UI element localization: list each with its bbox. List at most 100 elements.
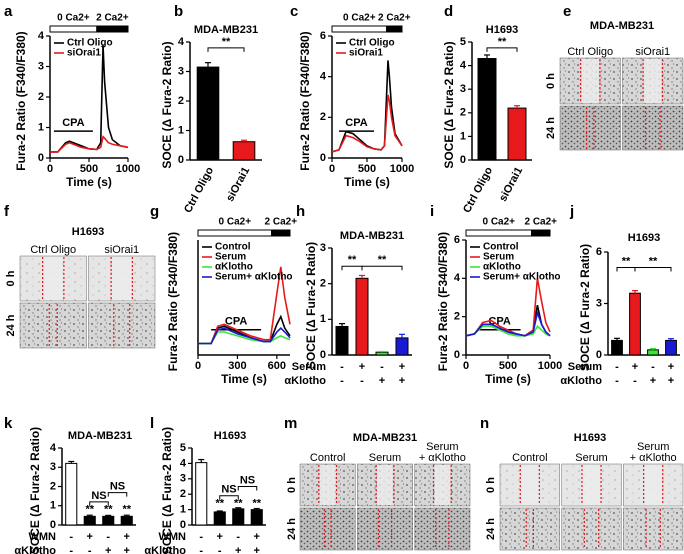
bar — [647, 349, 659, 356]
condition-sign: + — [668, 375, 674, 387]
panel-letter: c — [290, 3, 298, 20]
condition-sign: + — [235, 545, 241, 554]
legend-label: siOrai1 — [349, 48, 383, 59]
panel-letter: f — [4, 203, 10, 220]
panel-letter: e — [563, 3, 571, 20]
panel-letter: a — [4, 3, 13, 20]
x-tick-label: Ctrl Oligo — [461, 165, 495, 215]
wound-gap — [319, 465, 336, 505]
condition-sign: - — [218, 545, 222, 554]
y-tick-label: 3 — [320, 242, 326, 254]
bar — [83, 515, 96, 526]
condition-label: Serum — [568, 361, 602, 373]
micrograph — [19, 302, 87, 349]
significance-label: ** — [348, 254, 357, 266]
column-label: Serum — [575, 452, 607, 464]
wound-gap — [582, 465, 601, 505]
significance-bracket — [107, 492, 128, 497]
micrograph — [299, 507, 356, 551]
condition-sign: + — [379, 375, 385, 387]
condition-sign: - — [615, 375, 619, 387]
panel-letter: h — [296, 203, 305, 220]
column-label: + αKlotho — [630, 452, 677, 464]
significance-label: NS — [221, 484, 236, 496]
bar — [250, 509, 263, 526]
panel-letter: b — [174, 3, 183, 20]
y-tick-label: 1 — [50, 500, 56, 512]
significance-bracket — [237, 486, 258, 491]
y-axis-title: SOCE (Δ Fura-2 Ratio) — [304, 242, 318, 369]
y-tick-label: 2 — [180, 488, 186, 500]
panel-title: H1693 — [628, 232, 660, 244]
series-line — [198, 327, 291, 345]
bar — [375, 351, 389, 356]
bar — [611, 339, 623, 356]
series-line — [331, 60, 403, 153]
significance-label: ** — [222, 36, 231, 48]
condition-label: αKlotho — [14, 545, 56, 554]
phase-bar — [197, 229, 273, 237]
panel-letter: j — [569, 203, 574, 220]
panel-letter: d — [444, 3, 453, 20]
bar — [120, 515, 133, 526]
series-line — [198, 266, 291, 345]
phase-bar — [386, 25, 403, 33]
y-tick-label: 0 — [180, 519, 186, 531]
condition-sign: + — [87, 531, 93, 543]
row-label: 24 h — [286, 518, 298, 540]
y-tick-label: 2 — [454, 311, 460, 323]
y-axis-title: Fura-2 Ratio (F340/F380) — [436, 232, 450, 371]
phase-bar — [331, 25, 388, 33]
significance-bracket — [341, 265, 363, 271]
significance-bracket — [219, 495, 239, 500]
significance-label: NS — [91, 490, 106, 502]
row-label: 24 h — [545, 117, 557, 139]
y-tick-label: 4 — [460, 60, 467, 72]
legend-label: Serum — [483, 252, 514, 263]
x-tick-label: 500 — [499, 360, 517, 372]
y-tick-label: 0 — [50, 519, 56, 531]
phase-label: 2 Ca2+ — [524, 217, 557, 228]
micrograph — [499, 507, 560, 551]
x-tick-label: 600 — [268, 360, 286, 372]
y-tick-label: 0 — [460, 154, 466, 166]
condition-sign: - — [360, 375, 364, 387]
y-tick-label: 0 — [320, 152, 326, 164]
y-tick-label: 6 — [320, 30, 326, 42]
column-label: Ctrl Oligo — [567, 46, 613, 58]
wound-gap — [434, 465, 451, 505]
condition-sign: - — [69, 545, 73, 554]
wound-gap — [644, 59, 662, 103]
wound-gap — [644, 465, 662, 505]
panel-title: MDA-MB231 — [194, 24, 258, 36]
micrograph — [559, 105, 621, 151]
row-label: 24 h — [485, 518, 497, 540]
condition-sign: + — [124, 545, 130, 554]
phase-label: 0 Ca2+ — [482, 217, 515, 228]
condition-sign: - — [236, 531, 240, 543]
panel-letter: k — [4, 415, 13, 432]
x-tick-label: 500 — [358, 163, 376, 175]
micrograph — [561, 507, 622, 551]
series-line — [50, 135, 129, 153]
x-tick-label: Ctrl Oligo — [182, 165, 216, 215]
y-tick-label: 0 — [596, 349, 602, 361]
legend-label: Serum — [215, 252, 246, 263]
condition-sign: - — [69, 531, 73, 543]
column-label: Ctrl Oligo — [30, 244, 76, 256]
condition-sign: + — [217, 531, 223, 543]
x-tick-label: siOrai1 — [224, 165, 252, 204]
condition-sign: - — [651, 361, 655, 373]
condition-sign: + — [399, 361, 405, 373]
row-label: 24 h — [5, 314, 17, 336]
y-tick-label: 4 — [454, 272, 461, 284]
column-label: siOrai1 — [635, 46, 670, 58]
phase-label: 0 Ca2+ — [57, 13, 90, 24]
condition-sign: + — [650, 375, 656, 387]
condition-sign: + — [359, 361, 365, 373]
y-axis-title: Fura-2 Ratio (F340/F380) — [166, 232, 180, 371]
bar — [232, 508, 245, 526]
y-tick-label: 3 — [180, 473, 186, 485]
condition-sign: + — [105, 545, 111, 554]
